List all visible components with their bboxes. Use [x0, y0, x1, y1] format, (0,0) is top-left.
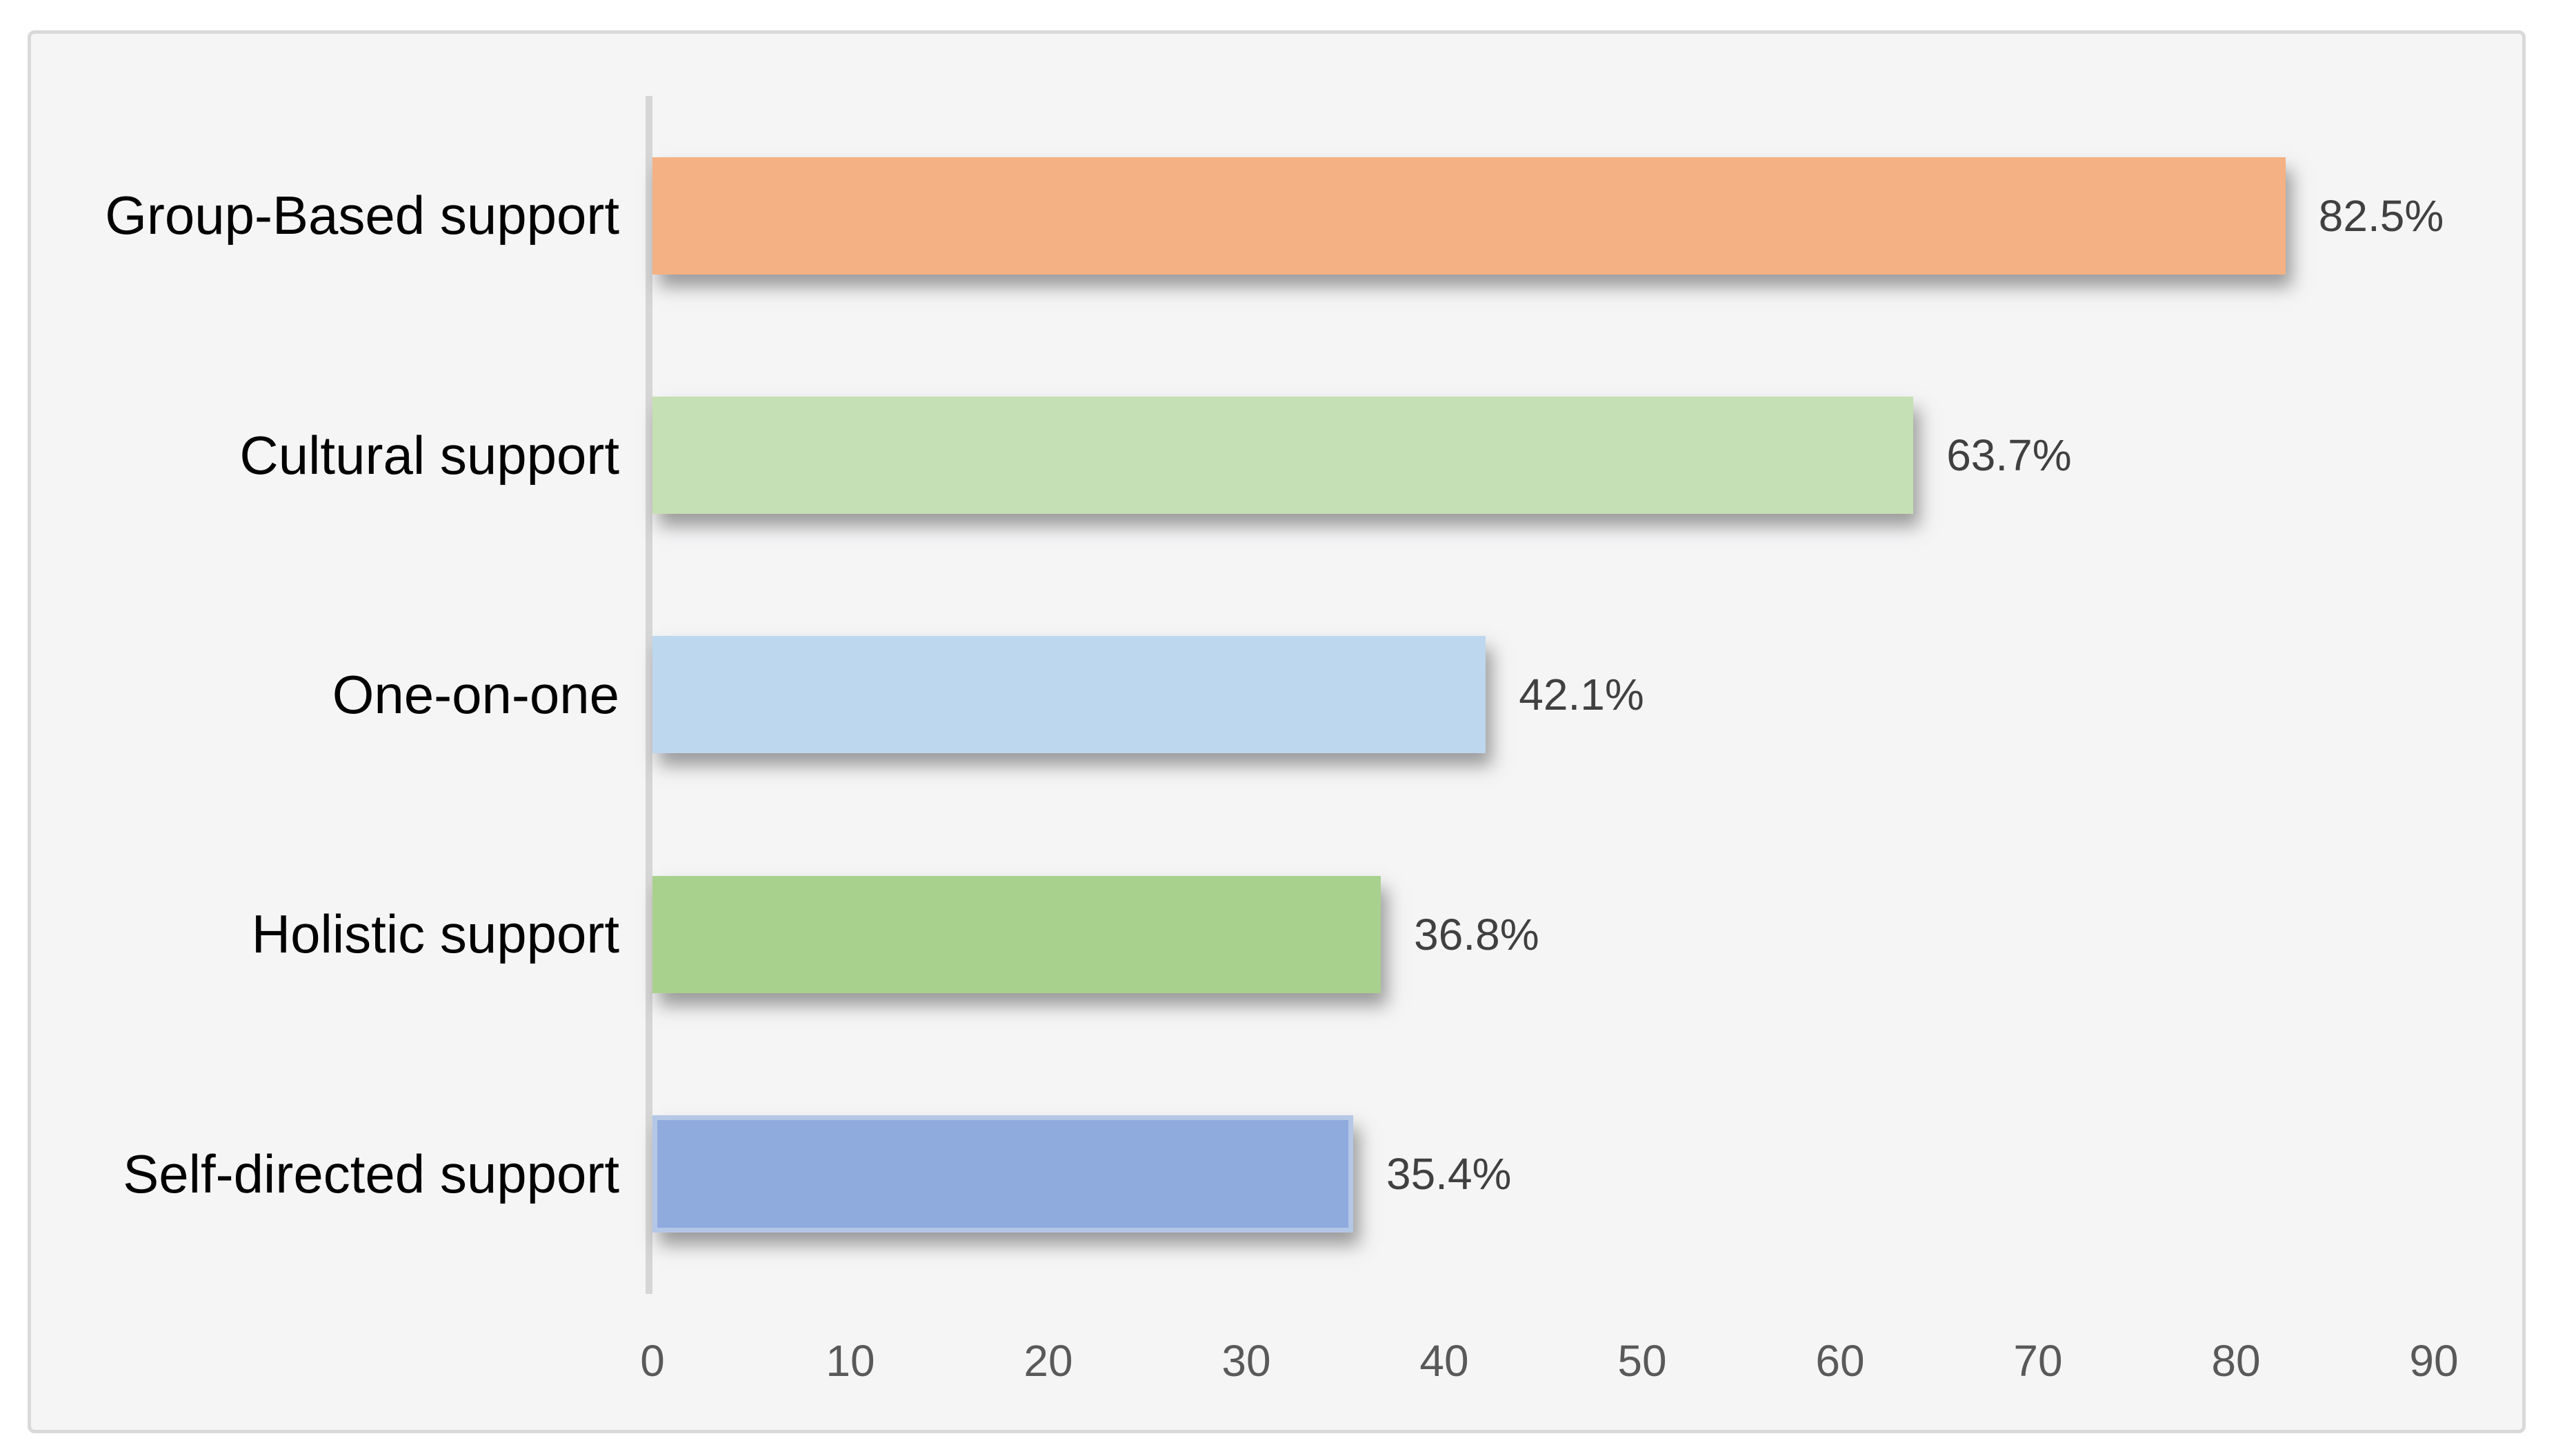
x-axis-tick-label-20: 20: [1024, 1336, 1073, 1386]
x-axis-tick-label-70: 70: [2013, 1336, 2063, 1386]
category-row-group-based-support: Group-Based support 82.5%: [0, 96, 2556, 335]
category-label-group-based-support: Group-Based support: [105, 185, 619, 246]
x-axis-tick-label-30: 30: [1221, 1336, 1271, 1386]
x-axis-tick-label-50: 50: [1617, 1336, 1667, 1386]
x-axis-tick-label-90: 90: [2409, 1336, 2459, 1386]
bar-value-label-group-based-support: 82.5%: [2318, 190, 2444, 241]
bar-value-label-self-directed-support: 35.4%: [1386, 1149, 1512, 1199]
bar-one-on-one: [652, 636, 1486, 754]
category-row-self-directed-support: Self-directed support 35.4%: [0, 1055, 2556, 1294]
bar-value-label-one-on-one: 42.1%: [1519, 670, 1644, 720]
x-axis-tick-label-80: 80: [2211, 1336, 2261, 1386]
x-axis-tick-label-60: 60: [1815, 1336, 1865, 1386]
category-row-one-on-one: One-on-one 42.1%: [0, 575, 2556, 815]
category-label-holistic-support: Holistic support: [251, 904, 619, 965]
x-axis-tick-label-0: 0: [640, 1336, 665, 1386]
value-axis-line: [646, 96, 652, 1294]
bar-value-label-holistic-support: 36.8%: [1414, 909, 1539, 959]
x-axis-tick-label-10: 10: [826, 1336, 875, 1386]
category-label-one-on-one: One-on-one: [332, 664, 619, 725]
bar-cultural-support: [652, 397, 1914, 515]
bar-holistic-support: [652, 875, 1381, 993]
bar-value-label-cultural-support: 63.7%: [1946, 430, 2072, 481]
category-row-holistic-support: Holistic support 36.8%: [0, 815, 2556, 1054]
x-axis-tick-label-40: 40: [1419, 1336, 1469, 1386]
category-label-cultural-support: Cultural support: [239, 424, 619, 486]
category-label-self-directed-support: Self-directed support: [123, 1143, 619, 1204]
bar-self-directed-support: [652, 1115, 1353, 1233]
category-row-cultural-support: Cultural support 63.7%: [0, 335, 2556, 575]
bar-group-based-support: [652, 157, 2286, 275]
